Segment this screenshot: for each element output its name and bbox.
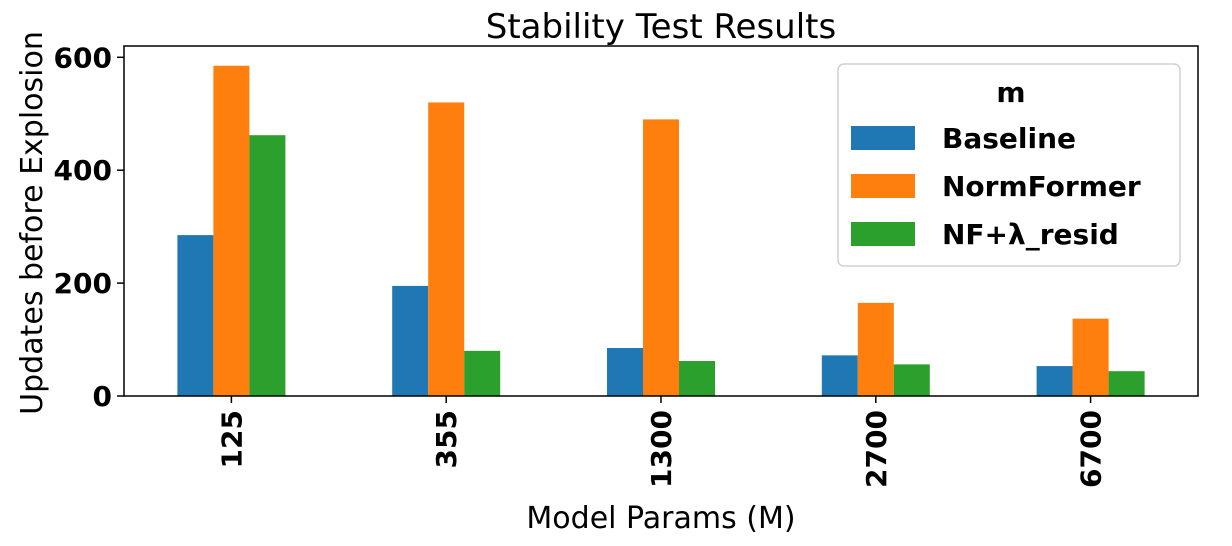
y-tick-label: 200 — [54, 267, 112, 300]
bar-normformer-355 — [428, 102, 465, 396]
x-tick-label: 1300 — [645, 410, 678, 488]
y-tick-label: 0 — [93, 380, 112, 413]
y-axis-label: Updates before Explosion — [15, 31, 50, 415]
legend-swatch — [851, 222, 915, 246]
bar-normformer-6700 — [1072, 318, 1109, 396]
bar-nf-resid-355 — [464, 350, 501, 396]
bar-baseline-6700 — [1036, 366, 1073, 396]
x-tick-label: 355 — [430, 410, 463, 468]
legend-box — [837, 63, 1181, 267]
x-tick-label: 6700 — [1075, 410, 1108, 488]
bar-nf-resid-1300 — [679, 361, 715, 396]
x-tick-label: 125 — [215, 410, 248, 468]
legend: m Baseline NormFormer NF+λ_resid — [837, 63, 1181, 267]
y-tick-label: 600 — [54, 41, 112, 74]
x-axis-label: Model Params (M) — [526, 501, 795, 536]
x-tick-label: 2700 — [860, 410, 893, 488]
legend-swatch — [851, 126, 915, 150]
bar-baseline-2700 — [821, 355, 858, 396]
bar-normformer-1300 — [643, 119, 679, 396]
bar-normformer-125 — [213, 65, 250, 396]
bar-nf-resid-2700 — [893, 364, 930, 396]
chart-title: Stability Test Results — [486, 7, 836, 47]
bar-normformer-2700 — [857, 302, 894, 396]
bar-nf-resid-125 — [249, 135, 286, 396]
bar-nf-resid-6700 — [1108, 371, 1145, 396]
legend-swatch — [851, 174, 915, 198]
bar-baseline-355 — [392, 285, 429, 396]
legend-title: m — [996, 76, 1025, 109]
bar-baseline-125 — [177, 235, 214, 396]
legend-entry-label: Baseline — [942, 122, 1076, 155]
plot-area: 0 200 400 600 125 355 1300 2700 6700 — [54, 41, 1199, 488]
legend-entry-label: NormFormer — [942, 170, 1141, 203]
y-tick-label: 400 — [54, 154, 112, 187]
bar-baseline-1300 — [607, 348, 643, 396]
legend-entry-label: NF+λ_resid — [942, 218, 1119, 251]
